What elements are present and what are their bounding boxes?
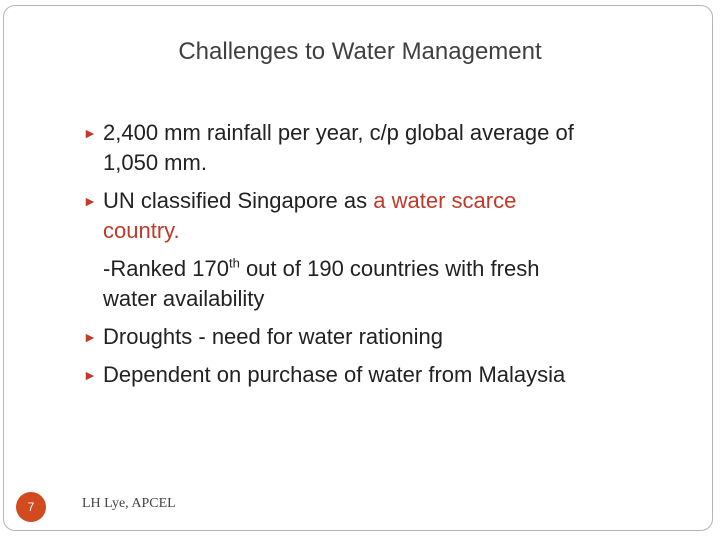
highlight-text: country.	[103, 218, 180, 243]
bullet-text: Dependent on purchase of water from Mala…	[103, 362, 566, 387]
slide-title: Challenges to Water Management	[178, 38, 542, 65]
highlight-text: a water scarce	[373, 188, 517, 213]
footer-text: LH Lye, APCEL	[82, 496, 176, 511]
bullet-droughts: ► Droughts - need for water rationing	[83, 322, 683, 352]
sub-point-text: -Ranked 170	[103, 256, 229, 281]
slide-frame	[3, 5, 713, 531]
sub-point-text: water availability	[103, 286, 265, 311]
bullet-icon: ►	[83, 367, 97, 383]
bullet-text-line: 1,050 mm.	[103, 150, 207, 175]
bullet-dependent: ► Dependent on purchase of water from Ma…	[83, 360, 683, 390]
bullet-icon: ►	[83, 125, 97, 141]
superscript: th	[228, 255, 240, 271]
bullet-text: Droughts - need for water rationing	[103, 324, 443, 349]
page-number-badge: 7	[16, 492, 46, 522]
slide-content: ► 2,400 mm rainfall per year, c/p global…	[83, 118, 683, 398]
bullet-icon: ►	[83, 193, 97, 209]
sub-point-text: out of 190 countries with fresh	[239, 256, 540, 281]
sub-point-ranking: -Ranked 170th out of 190 countries with …	[83, 254, 683, 314]
bullet-rainfall: ► 2,400 mm rainfall per year, c/p global…	[83, 118, 683, 178]
bullet-icon: ►	[83, 329, 97, 345]
bullet-text: UN classified Singapore as	[103, 188, 374, 213]
bullet-un-classified: ► UN classified Singapore as a water sca…	[83, 186, 683, 246]
bullet-text-line: 2,400 mm rainfall per year, c/p global a…	[103, 120, 574, 145]
